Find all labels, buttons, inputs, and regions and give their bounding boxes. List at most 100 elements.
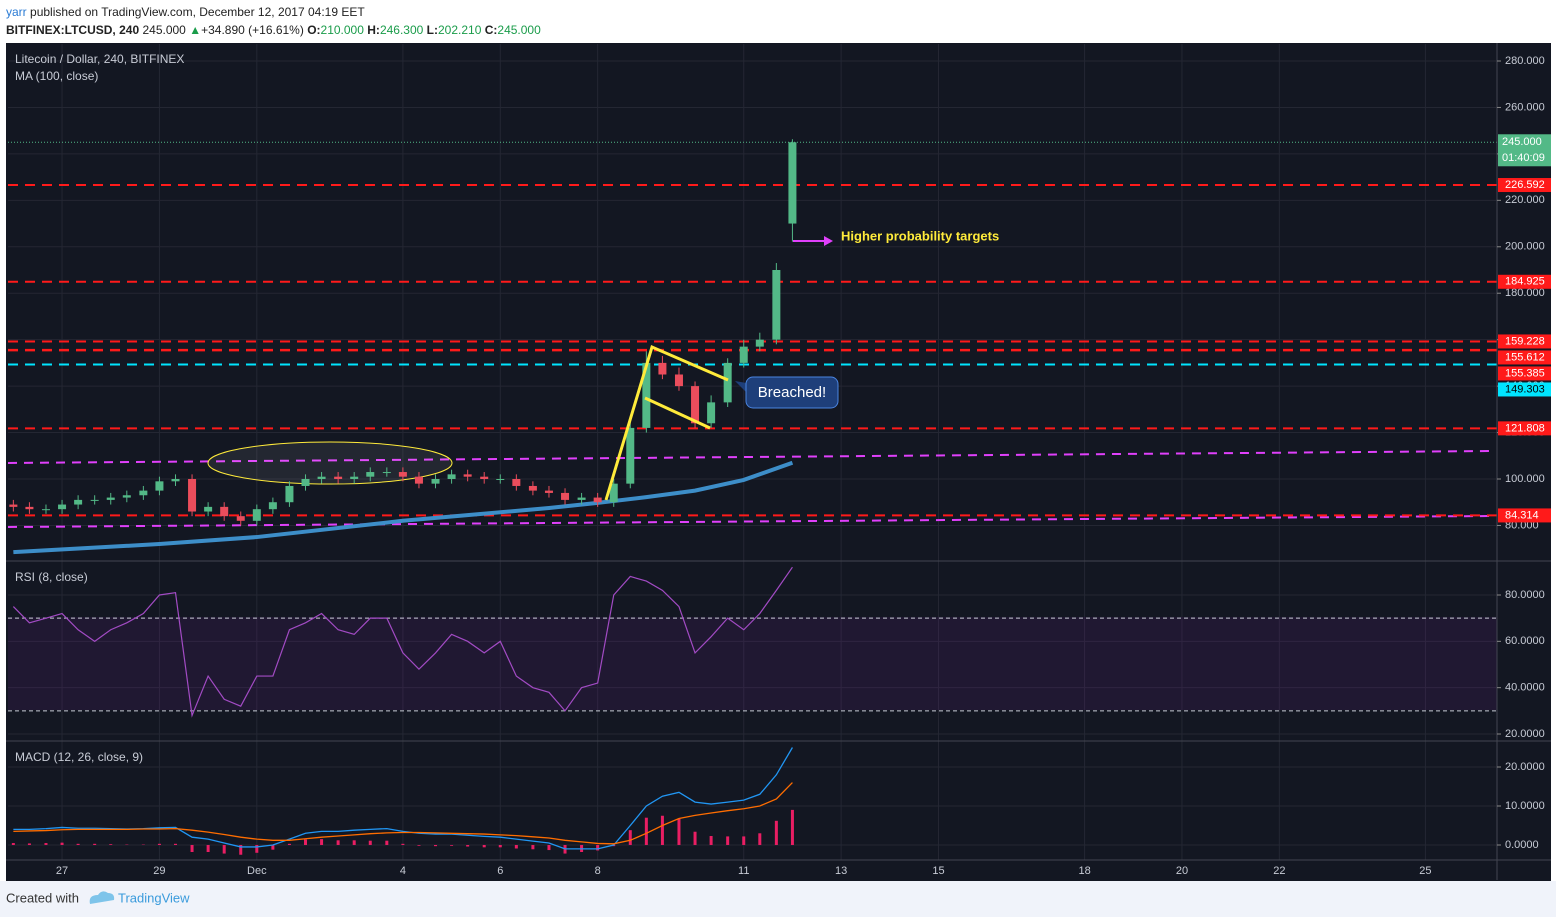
candle-body xyxy=(236,516,245,521)
candle-body xyxy=(398,472,407,477)
histogram-bar xyxy=(693,831,697,845)
x-tick-label: 18 xyxy=(1078,865,1090,877)
y-tick-label: 40.0000 xyxy=(1505,682,1545,694)
candle-body xyxy=(204,506,213,512)
histogram-bar xyxy=(726,836,730,845)
annotation: Breached! xyxy=(758,384,826,401)
candle-body xyxy=(106,497,115,500)
level-label: 184.925 xyxy=(1505,276,1545,288)
level-label: 121.808 xyxy=(1505,422,1545,434)
flag-line xyxy=(644,396,711,430)
histogram-bar xyxy=(498,844,502,848)
level-label: 159.228 xyxy=(1505,335,1545,347)
candle-body xyxy=(139,490,148,496)
ohlc-value: 245.000 xyxy=(497,23,541,37)
candle-body xyxy=(41,509,50,511)
candle-body xyxy=(544,490,553,493)
candle-body xyxy=(220,506,229,517)
x-tick-label: 6 xyxy=(497,865,503,877)
histogram-bar xyxy=(11,843,15,845)
author[interactable]: yarr xyxy=(6,5,27,19)
candle-body xyxy=(122,495,131,498)
consolidation-ellipse xyxy=(207,441,453,485)
footer-brand[interactable]: TradingView xyxy=(118,890,190,905)
histogram-bar xyxy=(93,843,97,845)
candle-body xyxy=(301,479,310,486)
histogram-bar xyxy=(385,840,389,845)
header: yarr published on TradingView.com, Decem… xyxy=(6,3,541,39)
histogram-bar xyxy=(255,844,259,853)
plot xyxy=(8,139,1497,855)
y-tick-label: 100.000 xyxy=(1505,473,1545,485)
histogram-bar xyxy=(401,843,405,845)
x-tick-label: 22 xyxy=(1273,865,1285,877)
candle-body xyxy=(155,481,164,491)
x-tick-label: 11 xyxy=(738,865,749,877)
y-tick-label: 180.000 xyxy=(1505,287,1545,299)
ohlc-label: L: xyxy=(426,23,438,37)
level-label-bg xyxy=(1498,508,1551,523)
flag-line xyxy=(604,344,729,501)
axes: 2729Dec4681113151820222580.000100.000120… xyxy=(56,55,1551,877)
x-tick-label: 20 xyxy=(1176,865,1188,877)
candle-body xyxy=(382,472,391,474)
level-label: 149.303 xyxy=(1505,383,1545,395)
candle-body xyxy=(317,476,326,480)
candle-body xyxy=(58,504,67,510)
candle-body xyxy=(268,502,277,510)
y-tick-label: 280.000 xyxy=(1505,55,1545,67)
y-tick-label: 220.000 xyxy=(1505,194,1545,206)
candle-body xyxy=(512,479,521,486)
footer-background xyxy=(0,881,1556,917)
published: published on TradingView.com, December 1… xyxy=(30,5,365,19)
indicator-label: MA (100, close) xyxy=(15,69,98,83)
histogram-bar xyxy=(514,844,518,849)
histogram-bar xyxy=(304,839,308,845)
level-label-bg xyxy=(1498,421,1551,436)
histogram-bar xyxy=(239,844,243,855)
candle-body xyxy=(480,476,489,480)
arrow-head xyxy=(824,236,833,246)
candle-body xyxy=(188,479,197,512)
grid xyxy=(8,44,1497,860)
candle-body xyxy=(739,346,748,363)
footer-text: Created with xyxy=(6,890,79,905)
rsi-line xyxy=(12,566,793,718)
level-label-bg xyxy=(1498,334,1551,349)
y-tick-label: 60.0000 xyxy=(1505,635,1545,647)
signal-line xyxy=(13,782,793,845)
histogram-bar xyxy=(27,843,31,845)
header-line: yarr published on TradingView.com, Decem… xyxy=(6,3,541,21)
histogram-bar xyxy=(677,818,681,845)
last-price-label: 245.000 xyxy=(1502,136,1542,148)
y-tick-label: 10.0000 xyxy=(1505,800,1545,812)
trendline xyxy=(7,515,1491,528)
histogram-bar xyxy=(109,844,113,845)
candle-body xyxy=(171,479,180,482)
histogram-bar xyxy=(174,843,178,845)
histogram-bar xyxy=(790,809,794,845)
ma-line xyxy=(13,460,794,555)
chart-title: Litecoin / Dollar, 240, BITFINEX xyxy=(15,52,184,66)
y-tick-label: 20.0000 xyxy=(1505,761,1545,773)
x-tick-label: 29 xyxy=(153,865,165,877)
change: +34.890 (+16.61%) xyxy=(201,23,304,37)
histogram-bar xyxy=(368,840,372,845)
histogram-bar xyxy=(531,844,535,850)
histogram-bar xyxy=(466,844,470,847)
histogram-bar xyxy=(660,815,664,845)
candle-body xyxy=(334,476,343,480)
ohlc-label: C: xyxy=(484,23,498,37)
candle-body xyxy=(90,499,99,501)
candle-body xyxy=(414,476,423,484)
candle-body xyxy=(723,362,732,403)
x-tick-label: 15 xyxy=(932,865,944,877)
histogram-bar xyxy=(644,817,648,845)
histogram-bar xyxy=(628,830,632,845)
candle-body xyxy=(252,509,261,521)
candle-body xyxy=(25,506,34,510)
level-label-bg xyxy=(1498,382,1551,397)
histogram-bar xyxy=(596,844,600,851)
histogram-bar xyxy=(190,844,194,853)
ohlc-label: H: xyxy=(367,23,380,37)
